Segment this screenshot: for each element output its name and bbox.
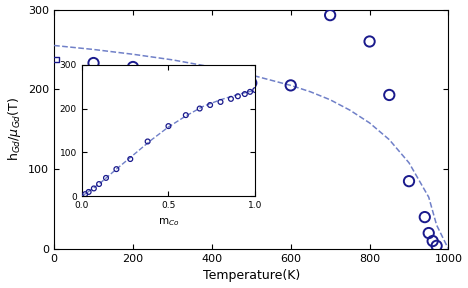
Point	[129, 65, 137, 69]
Point	[386, 93, 393, 97]
Point	[433, 244, 440, 248]
Y-axis label: h$_{Gd}$/$\mu$$_{Gd}$(T): h$_{Gd}$/$\mu$$_{Gd}$(T)	[6, 97, 22, 161]
Point	[90, 61, 97, 65]
Point	[168, 73, 176, 77]
Point	[326, 13, 334, 18]
Point	[429, 239, 437, 243]
X-axis label: Temperature(K): Temperature(K)	[203, 270, 300, 283]
Point	[405, 179, 413, 183]
Point	[425, 231, 432, 235]
Point	[421, 215, 429, 219]
Point	[208, 76, 216, 81]
Point	[287, 83, 294, 88]
Point	[248, 81, 255, 85]
Point	[52, 58, 60, 62]
Point	[366, 39, 373, 44]
